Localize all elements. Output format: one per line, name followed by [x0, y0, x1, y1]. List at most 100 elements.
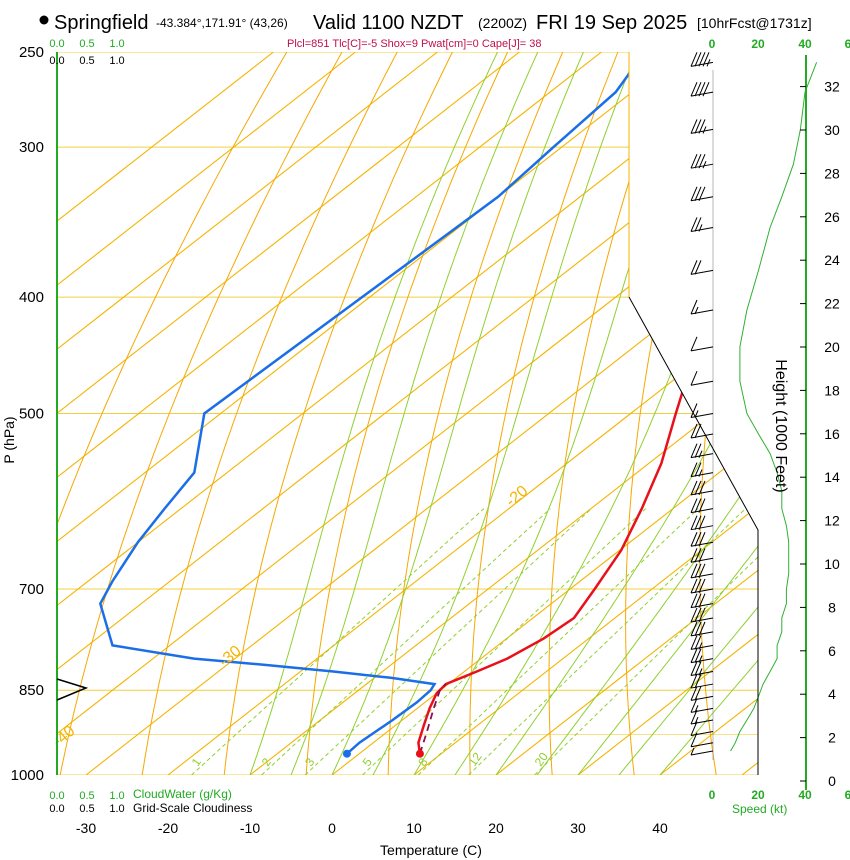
temperature-tick-label: 20 — [488, 820, 504, 836]
sounding-parameters: Plcl=851 Tlc[C]=-5 Shox=9 Pwat[cm]=0 Cap… — [287, 38, 541, 50]
wind-barb — [690, 81, 714, 97]
parcel-profile — [419, 683, 447, 754]
cloud-axis-tick: 1.0 — [109, 803, 124, 815]
wind-barb — [690, 548, 714, 563]
moist-adiabat — [659, 52, 758, 775]
mixing-ratio-label: 3 — [302, 755, 317, 769]
mixing-ratio-line — [417, 508, 699, 775]
utc-time: (2200Z) — [478, 15, 527, 31]
temperature-tick-label: 0 — [328, 820, 336, 836]
speed-axis-tick: 20 — [751, 37, 765, 51]
cloud-axis-tick: 0.0 — [49, 55, 64, 67]
mixing-ratio-label: 20 — [532, 750, 551, 769]
wind-barb — [690, 423, 714, 439]
height-axis-title: Height (1000 Feet) — [772, 359, 789, 492]
height-tick-label: 16 — [824, 426, 840, 442]
cloudwater-axis-label: CloudWater (g/Kg) — [133, 787, 232, 801]
height-tick-label: 18 — [824, 382, 840, 398]
cloud-axis-tick: 0.0 — [49, 790, 64, 802]
wind-barb — [690, 260, 714, 275]
height-tick-label: 12 — [824, 513, 840, 529]
height-tick-label: 4 — [828, 686, 836, 702]
cloud-axis-tick: 0.5 — [79, 790, 94, 802]
wind-barb — [690, 217, 714, 232]
dry-adiabat — [842, 52, 850, 800]
wind-barb — [690, 593, 714, 609]
cloud-axis-tick: 0.5 — [79, 803, 94, 815]
cloud-axis-tick: 0.0 — [49, 38, 64, 50]
wind-barb — [690, 747, 714, 756]
wind-barb — [690, 686, 714, 701]
height-tick-label: 22 — [824, 296, 840, 312]
height-tick-label: 14 — [824, 469, 840, 485]
moist-adiabat — [577, 52, 758, 775]
wind-barb — [690, 532, 714, 547]
mixing-ratio-label: 8 — [415, 755, 430, 769]
temperature-tick-label: 30 — [570, 820, 586, 836]
height-tick-label: 26 — [824, 209, 840, 225]
wind-barb — [690, 721, 714, 737]
cloud-axis-tick: 1.0 — [109, 38, 124, 50]
temperature-tick-label: -30 — [76, 820, 96, 836]
y-axis-title: P (hPa) — [1, 416, 17, 463]
speed-axis-tick: 0 — [709, 37, 716, 51]
mixing-ratio-label: 5 — [360, 755, 375, 769]
isotherm-label: -20 — [503, 483, 532, 511]
isotherm-20 — [495, 52, 758, 775]
dry-adiabat — [57, 52, 288, 775]
cloud-axis-tick: 0.5 — [79, 38, 94, 50]
height-tick-label: 6 — [828, 643, 836, 659]
wind-barb — [690, 648, 714, 664]
isotherm--20 — [167, 52, 758, 775]
station-name: Springfield — [54, 12, 149, 34]
moist-adiabat — [372, 52, 637, 775]
isotherm--30 — [85, 52, 758, 775]
wind-barb — [690, 153, 714, 169]
wind-barb — [690, 698, 714, 713]
wind-barb — [690, 371, 714, 386]
pressure-tick-label: 700 — [19, 581, 44, 598]
wind-barb — [690, 578, 714, 594]
height-tick-label: 32 — [824, 79, 840, 95]
speed-axis-tick: 6 — [845, 788, 850, 802]
moist-adiabat — [618, 52, 758, 775]
height-tick-label: 30 — [824, 122, 840, 138]
wind-barb — [690, 52, 714, 67]
moist-adiabat — [290, 52, 539, 775]
isotherm-10 — [413, 52, 758, 775]
dry-adiabat — [387, 52, 564, 775]
isotherm--80 — [57, 52, 602, 775]
speed-axis-tick: 20 — [751, 788, 765, 802]
temperature-tick-label: -20 — [158, 820, 178, 836]
wind-barb — [690, 186, 714, 202]
isotherm--90 — [57, 52, 520, 775]
cloudiness-profile — [56, 678, 89, 701]
moist-adiabat — [536, 52, 758, 775]
wind-barbs — [690, 52, 818, 760]
cloud-axis-tick: 1.0 — [109, 790, 124, 802]
dry-adiabat — [137, 52, 398, 775]
wind-barb — [690, 673, 714, 689]
mixing-ratio-line — [304, 508, 592, 775]
mixing-ratio-line — [468, 508, 746, 775]
height-tick-label: 2 — [828, 730, 836, 746]
isotherm--120 — [57, 52, 274, 775]
isotherm-30 — [577, 52, 758, 775]
wind-barb — [690, 635, 714, 650]
isotherm--110 — [57, 52, 356, 775]
cloud-axis-tick: 1.0 — [109, 55, 124, 67]
wind-speed-profile — [730, 62, 818, 752]
cloud-axis-tick: 0.0 — [49, 803, 64, 815]
height-tick-label: 28 — [824, 165, 840, 181]
height-tick-label: 0 — [828, 773, 836, 789]
wind-barb — [690, 443, 714, 459]
wind-barb — [690, 607, 714, 623]
speed-axis-tick: 40 — [798, 788, 812, 802]
diagram-boundary — [628, 296, 759, 775]
dewpoint-profile — [98, 61, 639, 755]
wind-barb — [690, 462, 714, 478]
x-axis-title: Temperature (C) — [380, 842, 482, 858]
dry-adiabat — [469, 52, 619, 775]
mixing-ratio-line — [261, 508, 551, 775]
